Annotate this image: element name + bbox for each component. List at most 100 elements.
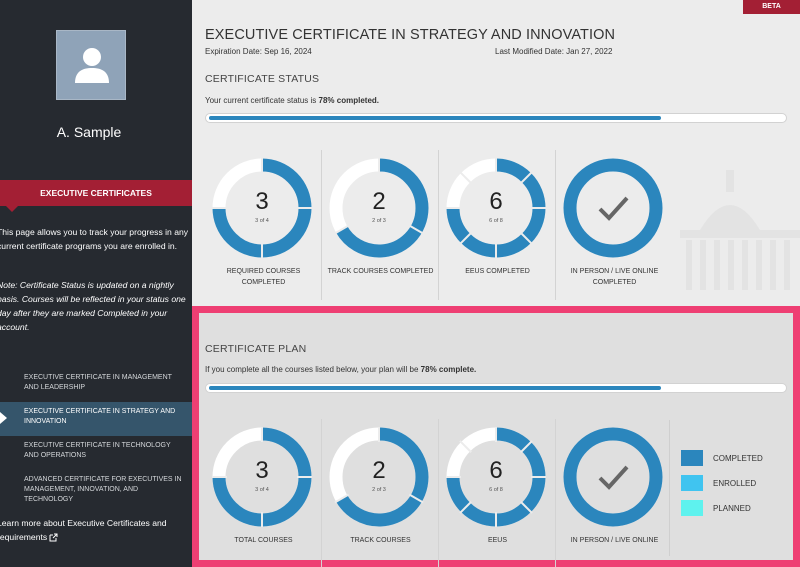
checkmark-icon — [598, 465, 629, 490]
donut-count: 2 — [372, 457, 386, 484]
legend-swatch — [681, 500, 703, 516]
donut-label: TOTAL COURSES — [234, 537, 293, 544]
segment-separator — [334, 493, 350, 504]
certificate-nav: EXECUTIVE CERTIFICATE IN MANAGEMENT AND … — [0, 368, 192, 504]
nav-item-management-leadership[interactable]: EXECUTIVE CERTIFICATE IN MANAGEMENT AND … — [0, 368, 192, 402]
legend-label: ENROLLED — [713, 479, 757, 488]
segment-separator — [459, 232, 472, 245]
checkmark-icon — [598, 196, 629, 221]
expiration-date: Expiration Date: Sep 16, 2024 — [205, 47, 312, 56]
plan-progress-bar — [205, 383, 787, 393]
progress-donut: 2 2 of 3 — [329, 157, 429, 258]
sidebar-note: Note: Certificate Status is updated on a… — [0, 280, 186, 332]
page-title: EXECUTIVE CERTIFICATE IN STRATEGY AND IN… — [205, 27, 616, 43]
certificate-status-text: Your current certificate status is 78% c… — [205, 96, 379, 105]
active-arrow-icon — [0, 412, 7, 424]
donut-cell: 2 2 of 3 TRACK COURSES — [322, 419, 439, 567]
donut-cell: 3 3 of 4 REQUIRED COURSES COMPLETED — [205, 150, 322, 300]
plan-donut-row: 3 3 of 4 TOTAL COURSES 2 2 of 3 TRACK COURSES… — [205, 419, 675, 567]
segment-separator — [459, 171, 472, 184]
certificate-plan-title: CERTIFICATE PLAN — [205, 343, 307, 355]
donut-ring — [329, 426, 429, 527]
certificate-plan-panel: CERTIFICATE PLAN If you complete all the… — [192, 306, 800, 567]
donut-ring — [563, 427, 663, 527]
donut-fraction: 6 of 8 — [489, 218, 503, 224]
avatar[interactable] — [56, 30, 126, 100]
legend-label: PLANNED — [713, 504, 751, 513]
status-donut-row: 3 3 of 4 REQUIRED COURSES COMPLETED 2 2 of 3… — [205, 150, 675, 300]
donut-label: IN PERSON / LIVE ONLINE — [570, 537, 659, 544]
donut-label: IN PERSON / LIVE ONLINE COMPLETED — [570, 268, 659, 286]
donut-label: TRACK COURSES COMPLETED — [327, 268, 434, 275]
donut-fraction: 3 of 4 — [255, 218, 269, 224]
legend-swatch — [681, 450, 703, 466]
donut-fraction: 6 of 8 — [489, 487, 503, 493]
nav-item-technology-operations[interactable]: EXECUTIVE CERTIFICATE IN TECHNOLOGY AND … — [0, 436, 192, 470]
legend-label: COMPLETED — [713, 454, 763, 463]
certificate-status-title: CERTIFICATE STATUS — [205, 73, 320, 85]
donut-ring — [329, 157, 429, 258]
plan-legend: COMPLETED ENROLLED PLANNED — [681, 450, 791, 525]
status-progress-fill — [209, 116, 662, 120]
donut-cell: 6 6 of 8 EEUS — [439, 419, 556, 567]
progress-donut: 3 3 of 4 — [211, 157, 313, 259]
plan-text-percent: 78% complete. — [420, 365, 477, 374]
last-modified-date: Last Modified Date: Jan 27, 2022 — [495, 47, 613, 56]
donut-cell: IN PERSON / LIVE ONLINE COMPLETED — [556, 150, 673, 300]
nav-item-strategy-innovation[interactable]: EXECUTIVE CERTIFICATE IN STRATEGY AND IN… — [0, 402, 192, 436]
nav-item-label: EXECUTIVE CERTIFICATE IN MANAGEMENT AND … — [24, 374, 172, 391]
donut-ring — [211, 426, 313, 528]
sidebar-description: This page allows you to track your progr… — [0, 227, 189, 251]
user-name: A. Sample — [56, 124, 122, 140]
nav-item-advanced-certificate[interactable]: ADVANCED CERTIFICATE FOR EXECUTIVES IN M… — [0, 470, 192, 504]
progress-donut — [563, 158, 663, 258]
plan-progress-fill — [209, 386, 662, 390]
donut-cell: 2 2 of 3 TRACK COURSES COMPLETED — [322, 150, 439, 300]
segment-separator — [520, 171, 533, 184]
certificate-plan-text: If you complete all the courses listed b… — [205, 365, 476, 374]
donut-fill — [563, 427, 663, 527]
external-link-icon — [49, 533, 58, 542]
learn-more-link[interactable]: Learn more about Executive Certificates … — [0, 516, 189, 544]
status-text-percent: 78% completed. — [318, 96, 379, 105]
nav-item-label: ADVANCED CERTIFICATE FOR EXECUTIVES IN M… — [24, 476, 182, 503]
segment-separator — [520, 440, 533, 453]
donut-count: 6 — [489, 188, 503, 215]
segment-separator — [520, 232, 533, 245]
segment-separator — [408, 224, 424, 235]
donut-count: 6 — [489, 457, 503, 484]
donut-ring — [445, 157, 547, 259]
donut-label: TRACK COURSES — [350, 537, 411, 544]
donut-fill — [563, 158, 663, 258]
progress-donut: 3 3 of 4 — [211, 426, 313, 528]
main-content: BETA EXECUTIVE CERTIFICATE IN STRATEGY A… — [192, 0, 800, 567]
status-text-prefix: Your current certificate status is — [205, 96, 319, 105]
donut-cell: 3 3 of 4 TOTAL COURSES — [205, 419, 322, 567]
donut-count: 3 — [255, 188, 269, 215]
progress-donut — [563, 427, 663, 527]
legend-item-completed: COMPLETED — [681, 450, 791, 475]
segment-separator — [459, 440, 472, 453]
segment-separator — [520, 501, 533, 514]
donut-label: EEUS — [487, 537, 508, 544]
donut-ring — [445, 426, 547, 528]
donut-fraction: 2 of 3 — [372, 487, 386, 493]
segment-separator — [408, 493, 424, 504]
plan-text-prefix: If you complete all the courses listed b… — [205, 365, 421, 374]
donut-count: 3 — [255, 457, 269, 484]
legend-swatch — [681, 475, 703, 491]
nav-item-label: EXECUTIVE CERTIFICATE IN STRATEGY AND IN… — [24, 408, 176, 425]
donut-fraction: 2 of 3 — [372, 218, 386, 224]
status-progress-bar — [205, 113, 787, 123]
building-watermark-icon — [680, 170, 800, 290]
donut-label: EEUS COMPLETED — [465, 268, 530, 275]
donut-cell: 6 6 of 8 EEUS COMPLETED — [439, 150, 556, 300]
donut-ring — [563, 158, 663, 258]
donut-ring — [211, 157, 313, 259]
nav-item-label: EXECUTIVE CERTIFICATE IN TECHNOLOGY AND … — [24, 442, 171, 459]
segment-separator — [459, 501, 472, 514]
progress-donut: 2 2 of 3 — [329, 426, 429, 527]
learn-more-text: Learn more about Executive Certificates … — [0, 518, 167, 542]
donut-fraction: 3 of 4 — [255, 487, 269, 493]
legend-divider — [669, 420, 670, 556]
